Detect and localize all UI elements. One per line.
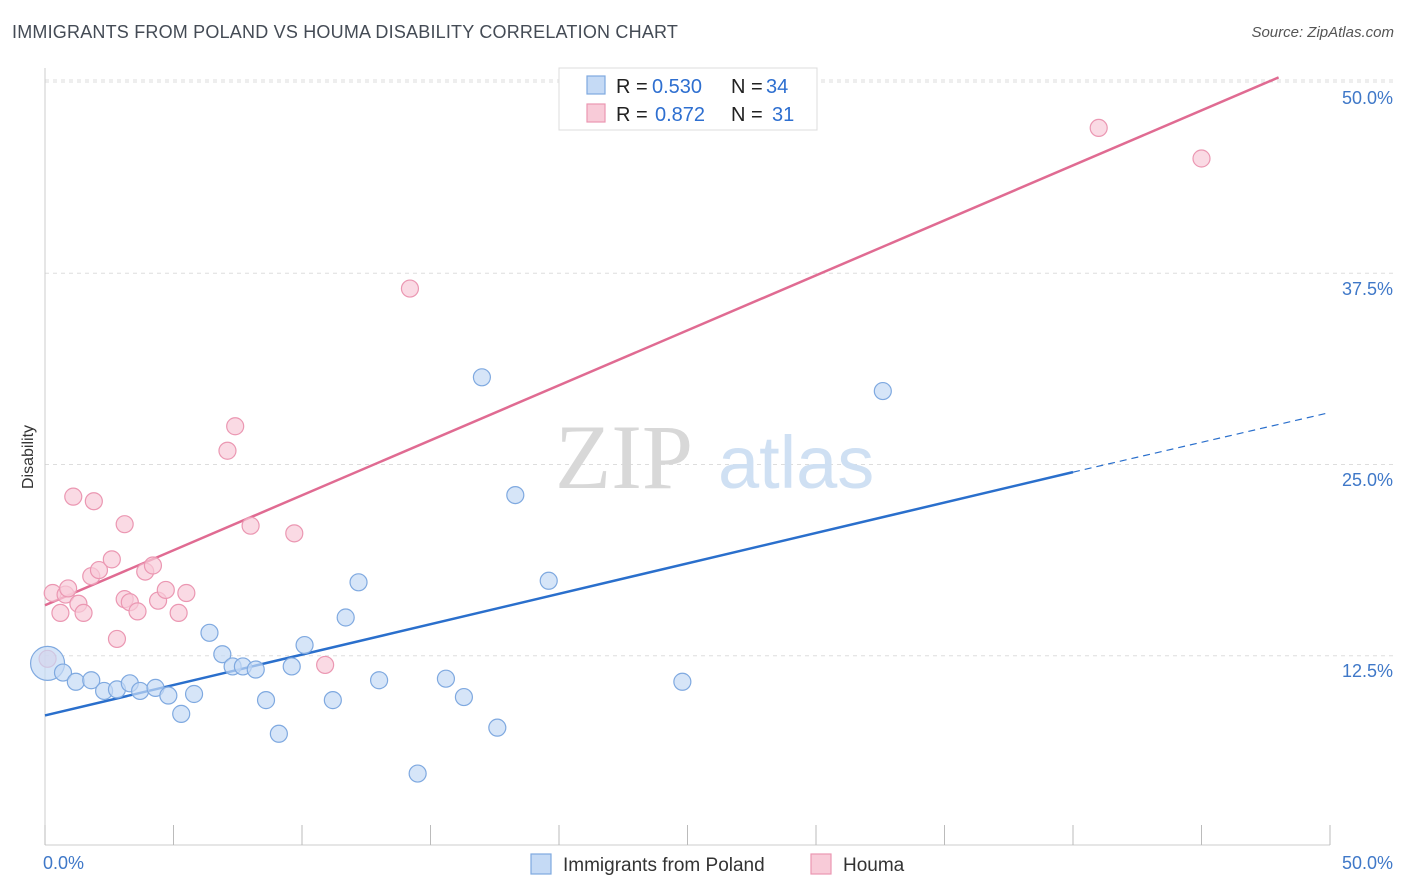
point-houma-24 (226, 417, 245, 436)
point-poland-13 (213, 645, 232, 664)
point-houma-21 (169, 603, 188, 623)
point-poland-16 (246, 660, 265, 679)
point-houma-18 (143, 556, 163, 575)
point-poland-19 (282, 657, 301, 676)
point-poland-9 (159, 686, 178, 705)
point-houma-25 (241, 516, 260, 535)
y-tick-label-3: 50.0% (1342, 88, 1393, 108)
point-poland-29 (488, 718, 507, 737)
y-axis-label: Disability (20, 425, 37, 489)
point-poland-24 (370, 671, 389, 690)
trend-line-houma (44, 76, 1280, 607)
chart-source: Source: ZipAtlas.com (1251, 24, 1394, 41)
legend-swatch-houma (586, 103, 606, 123)
watermark-zip: ZIP (555, 406, 693, 508)
point-poland-1 (53, 663, 73, 682)
point-poland-22 (336, 608, 355, 627)
point-poland-26 (436, 669, 456, 688)
legend-r-label-houma: R = (616, 104, 648, 126)
watermark-atlas: atlas (718, 421, 874, 504)
point-houma-23 (218, 441, 237, 460)
x-tick-label-1: 50.0% (1342, 853, 1393, 873)
point-houma-5 (64, 487, 83, 506)
point-poland-27 (454, 687, 474, 707)
point-poland-20 (295, 635, 314, 655)
point-houma-20 (156, 580, 175, 600)
point-houma-22 (177, 583, 196, 603)
trend-line-poland (44, 470, 1074, 717)
axes (44, 68, 1331, 846)
y-tick-label-2: 37.5% (1342, 279, 1393, 299)
point-poland-17 (256, 691, 276, 710)
point-poland-2 (66, 672, 85, 691)
bottom-legend-label-houma: Houma (843, 855, 905, 876)
point-houma-29 (1089, 118, 1108, 138)
point-houma-7 (74, 603, 93, 623)
legend-r-value-houma: 0.872 (655, 104, 705, 126)
point-poland-31 (539, 571, 558, 590)
point-houma-9 (84, 492, 103, 511)
point-houma-30 (1192, 149, 1211, 168)
point-poland-33 (873, 381, 892, 401)
legend-swatch-poland (586, 75, 606, 95)
bottom-legend-label-poland: Immigrants from Poland (563, 855, 765, 876)
bottom-legend-swatch-houma (810, 853, 832, 875)
bottom-legend: Immigrants from Poland Houma (530, 853, 905, 876)
point-houma-11 (102, 550, 121, 569)
point-poland-10 (172, 704, 191, 723)
legend-n-label-poland: N = (731, 76, 763, 98)
point-poland-21 (323, 691, 342, 710)
point-houma-28 (400, 279, 420, 298)
y-tick-label-1: 25.0% (1342, 470, 1393, 490)
point-poland-28 (472, 368, 491, 387)
point-houma-4 (59, 579, 78, 598)
legend-n-label-houma: N = (731, 104, 763, 126)
x-tick-label-0: 0.0% (43, 853, 84, 873)
grid-lines (45, 79, 1395, 657)
data-points (29, 118, 1211, 783)
point-poland-32 (673, 672, 692, 691)
point-houma-10 (89, 560, 109, 580)
point-poland-23 (349, 573, 368, 592)
legend-r-value-poland: 0.530 (652, 76, 702, 98)
point-houma-2 (51, 603, 70, 623)
point-houma-26 (285, 524, 304, 543)
legend: R = 0.530 N = 34 R = 0.872 N = 31 (558, 67, 818, 131)
watermark: ZIP atlas (555, 406, 874, 508)
point-poland-3 (82, 671, 101, 690)
y-tick-label-0: 12.5% (1342, 661, 1393, 681)
point-houma-27 (316, 655, 335, 675)
legend-n-value-houma: 31 (772, 104, 794, 126)
legend-n-value-poland: 34 (766, 76, 788, 98)
point-poland-7 (130, 681, 150, 701)
legend-r-label-poland: R = (616, 76, 648, 98)
point-houma-14 (115, 515, 134, 534)
point-poland-18 (269, 724, 288, 743)
point-poland-25 (408, 764, 427, 783)
trend-lines (44, 76, 1331, 717)
point-houma-16 (128, 602, 147, 621)
bottom-legend-swatch-poland (530, 853, 552, 875)
point-poland-11 (184, 684, 204, 704)
trend-line-poland-extension (1072, 411, 1331, 473)
point-poland-12 (200, 623, 219, 642)
chart-title: IMMIGRANTS FROM POLAND VS HOUMA DISABILI… (12, 22, 679, 42)
tick-labels: 12.5% 25.0% 37.5% 50.0% 0.0% 50.0% (43, 88, 1393, 873)
point-houma-12 (107, 629, 127, 649)
point-poland-30 (506, 486, 525, 505)
